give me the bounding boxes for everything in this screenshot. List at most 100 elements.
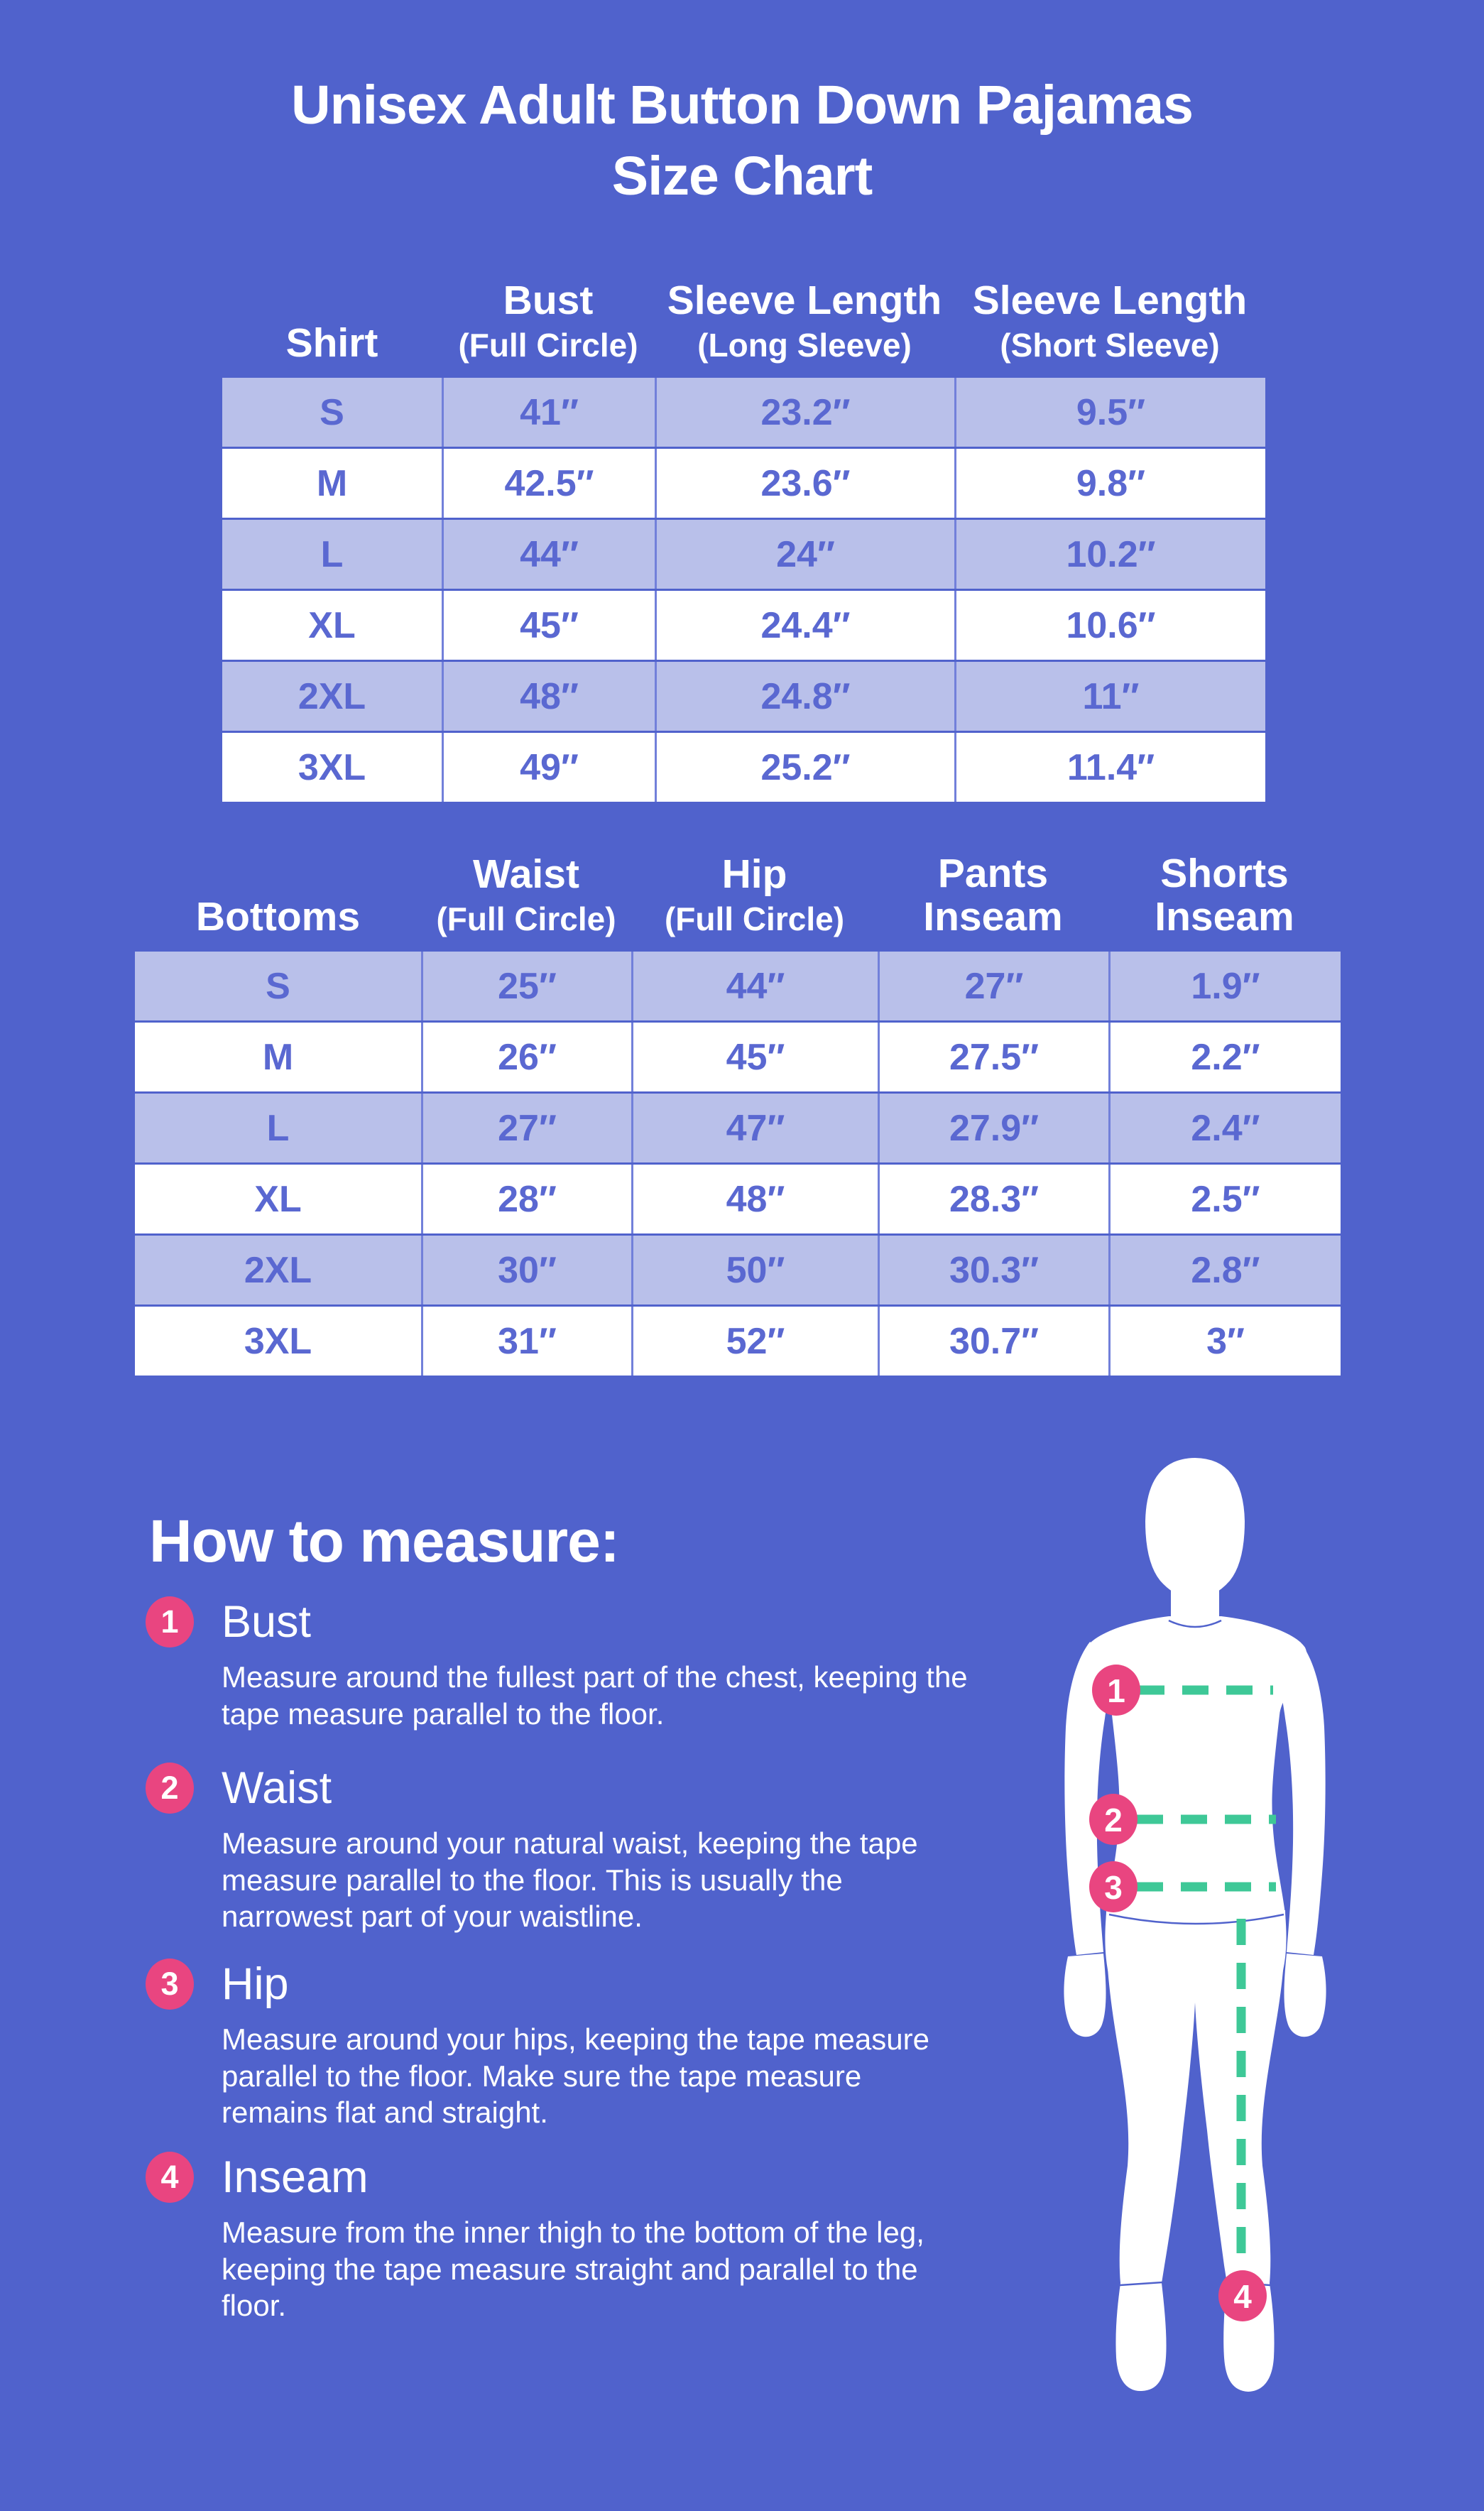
waist-cell: 30″ <box>421 1236 631 1304</box>
waistband-line <box>1108 1913 1284 1925</box>
table-row: M 26″ 45″ 27.5″ 2.2″ <box>135 1023 1341 1091</box>
pants-inseam-cell: 27.9″ <box>878 1094 1108 1162</box>
bust-header-label: Bust <box>503 277 594 323</box>
bust-header-sublabel: (Full Circle) <box>458 327 638 364</box>
step-2-badge: 2 <box>146 1763 194 1814</box>
hip-header-label: Hip <box>721 851 787 897</box>
pants-inseam-cell: 30.3″ <box>878 1236 1108 1304</box>
measure-item-title: Waist <box>222 1763 332 1813</box>
size-cell: 3XL <box>298 746 366 788</box>
long-sleeve-cell: 25.2″ <box>655 733 954 802</box>
size-cell: S <box>266 965 290 1007</box>
page-title: Unisex Adult Button Down Pajamas Size Ch… <box>0 70 1484 212</box>
step-1-badge: 1 <box>146 1596 194 1647</box>
bust-cell: 49″ <box>442 733 655 802</box>
page-title-line-1: Unisex Adult Button Down Pajamas <box>290 75 1194 136</box>
short-sleeve-cell: 10.2″ <box>954 520 1265 589</box>
sleeve-long-header-sublabel: (Long Sleeve) <box>697 327 912 364</box>
bust-cell: 44″ <box>442 520 655 589</box>
shirt-header-sleeve-long: Sleeve Length (Long Sleeve) <box>655 276 954 376</box>
step-3-badge: 3 <box>146 1959 194 2010</box>
body-silhouette <box>1064 1458 1326 2392</box>
measure-item-description: Measure around your hips, keeping the ta… <box>222 2022 929 2130</box>
shorts-inseam-cell: 2.8″ <box>1108 1236 1341 1304</box>
table-row: 3XL 49″ 25.2″ 11.4″ <box>222 733 1265 802</box>
figure-marker-1 <box>1092 1665 1140 1716</box>
table-row: S 41″ 23.2″ 9.5″ <box>222 378 1265 447</box>
shorts-inseam-cell: 2.4″ <box>1108 1094 1341 1162</box>
size-cell: XL <box>254 1178 302 1220</box>
measure-item-title: Inseam <box>222 2152 369 2202</box>
measure-item-inseam: 4 Inseam Measure from the inner thigh to… <box>146 2152 983 2324</box>
short-sleeve-cell: 10.6″ <box>954 591 1265 660</box>
measure-item-bust: 1 Bust Measure around the fullest part o… <box>146 1596 983 1732</box>
bottoms-header-shorts-inseam: Shorts Inseam <box>1108 826 1341 949</box>
waist-header-sublabel: (Full Circle) <box>436 900 616 937</box>
body-silhouette-svg: 1 2 3 4 <box>1064 1458 1326 2392</box>
measure-item-waist: 2 Waist Measure around your natural wais… <box>146 1763 983 1935</box>
hip-cell: 45″ <box>631 1023 878 1091</box>
shorts-inseam-cell: 3″ <box>1108 1307 1341 1376</box>
bottoms-header-pants-inseam: Pants Inseam <box>878 826 1108 949</box>
short-sleeve-cell: 11″ <box>954 662 1265 731</box>
sleeve-long-header-label: Sleeve Length <box>667 277 942 323</box>
measure-item-header: 3 Hip <box>146 1959 983 2010</box>
shirt-header-sleeve-short: Sleeve Length (Short Sleeve) <box>954 276 1265 376</box>
bust-cell: 42.5″ <box>442 449 655 518</box>
table-row: XL 28″ 48″ 28.3″ 2.5″ <box>135 1165 1341 1233</box>
pants-inseam-cell: 27.5″ <box>878 1023 1108 1091</box>
measure-item-description: Measure around the fullest part of the c… <box>222 1660 968 1731</box>
waist-header-label: Waist <box>473 851 579 897</box>
waist-cell: 31″ <box>421 1307 631 1376</box>
measure-item-description: Measure from the inner thigh to the bott… <box>222 2216 924 2323</box>
figure-marker-3-label: 3 <box>1104 1869 1123 1906</box>
table-row: M 42.5″ 23.6″ 9.8″ <box>222 449 1265 518</box>
waist-cell: 25″ <box>421 952 631 1020</box>
figure-marker-1-label: 1 <box>1107 1672 1125 1709</box>
shorts-inseam-header-line2: Inseam <box>1155 893 1294 939</box>
measure-item-header: 1 Bust <box>146 1596 983 1647</box>
shirt-header-label: Shirt <box>285 320 378 366</box>
shirt-header-bust: Bust (Full Circle) <box>442 276 655 376</box>
hip-cell: 44″ <box>631 952 878 1020</box>
figure-marker-4 <box>1218 2270 1267 2321</box>
short-sleeve-cell: 9.5″ <box>954 378 1265 447</box>
table-row: S 25″ 44″ 27″ 1.9″ <box>135 952 1341 1020</box>
size-cell: 2XL <box>244 1249 312 1291</box>
figure-markers: 1 2 3 4 <box>1089 1665 1267 2321</box>
measure-item-header: 4 Inseam <box>146 2152 983 2203</box>
measure-item-title: Hip <box>222 1959 289 2009</box>
pants-inseam-header-line2: Inseam <box>923 893 1063 939</box>
figure-left-foot <box>1115 2283 1167 2392</box>
bust-cell: 45″ <box>442 591 655 660</box>
step-4-badge: 4 <box>146 2152 194 2203</box>
table-row: 3XL 31″ 52″ 30.7″ 3″ <box>135 1307 1341 1376</box>
table-row: L 27″ 47″ 27.9″ 2.4″ <box>135 1094 1341 1162</box>
body-measurement-figure: 1 2 3 4 <box>1022 1456 1370 2393</box>
shorts-inseam-cell: 2.2″ <box>1108 1023 1341 1091</box>
left-ankle-line <box>1119 2281 1163 2287</box>
size-cell: L <box>266 1107 290 1149</box>
size-cell: 2XL <box>298 675 366 717</box>
measure-item-header: 2 Waist <box>146 1763 983 1814</box>
bottoms-header-hip: Hip (Full Circle) <box>631 826 878 949</box>
waist-cell: 26″ <box>421 1023 631 1091</box>
size-cell: S <box>320 391 344 433</box>
how-to-measure-heading: How to measure: <box>149 1508 620 1574</box>
size-cell: L <box>320 533 344 575</box>
figure-marker-2 <box>1089 1794 1137 1845</box>
table-row: 2XL 48″ 24.8″ 11″ <box>222 662 1265 731</box>
hip-cell: 50″ <box>631 1236 878 1304</box>
measure-item-description: Measure around your natural waist, keepi… <box>222 1826 918 1934</box>
waist-cell: 27″ <box>421 1094 631 1162</box>
size-cell: M <box>316 462 348 504</box>
shorts-inseam-cell: 1.9″ <box>1108 952 1341 1020</box>
pants-inseam-header-line1: Pants <box>937 851 1049 897</box>
pants-inseam-cell: 30.7″ <box>878 1307 1108 1376</box>
hip-cell: 52″ <box>631 1307 878 1376</box>
table-row: L 44″ 24″ 10.2″ <box>222 520 1265 589</box>
sleeve-short-header-sublabel: (Short Sleeve) <box>1000 327 1220 364</box>
hip-cell: 47″ <box>631 1094 878 1162</box>
long-sleeve-cell: 23.6″ <box>655 449 954 518</box>
